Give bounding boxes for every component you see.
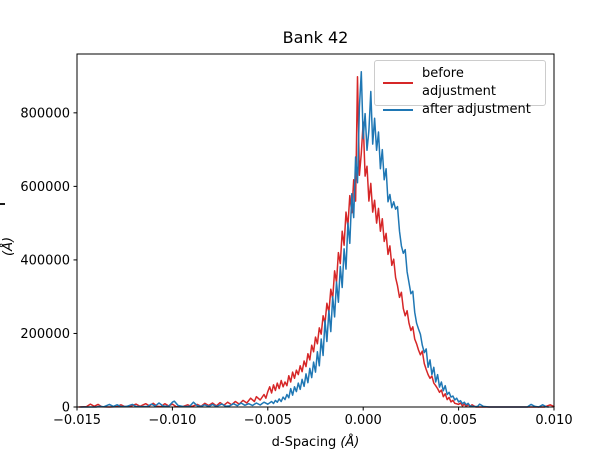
y-tick-label: 400000 [20,253,70,268]
x-tick-label: −0.010 [148,413,196,428]
x-tick-label: 0.005 [440,413,477,428]
y-tick-label: 0 [62,401,70,416]
series-line-after-adjustment [80,70,550,408]
legend-label-before-adjustment: before adjustment [422,66,496,99]
red-line-swatch-icon [383,82,413,84]
y-tick-label: 800000 [20,106,70,121]
plot-frame [76,53,555,408]
y-tick-label: 600000 [20,180,70,195]
x-tick-label: −0.005 [244,413,292,428]
legend-label-after-adjustment: after adjustment [422,102,531,117]
blue-line-swatch-icon [383,109,413,111]
x-axis-label: d-Spacing (Å) [77,435,554,450]
ylabel-clipped-glyph-fragment [0,203,5,205]
x-tick-label: −0.015 [53,413,101,428]
x-tick-label: 0.000 [345,413,382,428]
legend: before adjustment after adjustment [374,60,546,117]
y-tick-label: 200000 [20,327,70,342]
chart-title: Bank 42 [282,28,349,47]
x-axis-label-unit: (Å) [340,435,360,450]
y-axis-label: (Å) [1,236,16,256]
x-axis-label-text: d-Spacing [271,435,337,450]
x-tick-label: 0.010 [535,413,572,428]
legend-entry-before-adjustment: before adjustment [383,65,537,101]
legend-entry-after-adjustment: after adjustment [383,101,537,119]
